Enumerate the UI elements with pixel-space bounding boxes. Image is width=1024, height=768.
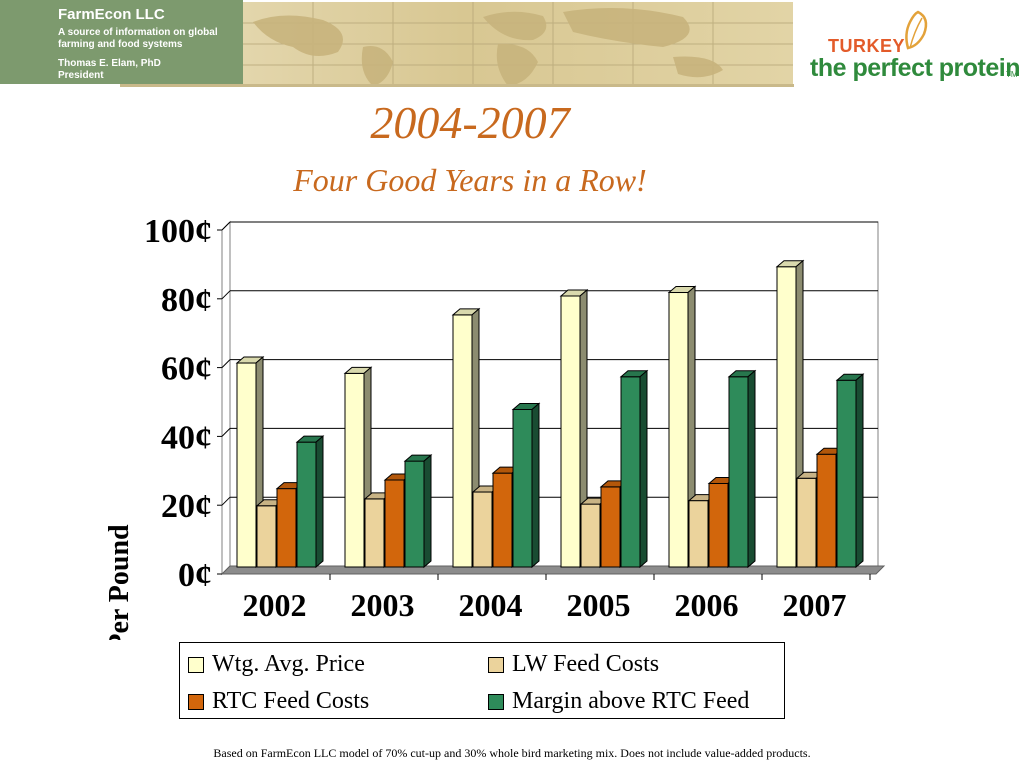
footnote: Based on FarmEcon LLC model of 70% cut-u… [213,746,811,760]
bar-chart: 0¢20¢40¢60¢80¢100¢ 2002 2003 2004 2005 2006 2… [104,213,886,640]
bar-front [816,453,837,568]
bar-side [315,435,324,569]
author-block: Thomas E. Elam, PhD President [58,58,161,82]
bar [619,369,649,569]
legend-label: RTC Feed Costs [212,688,370,714]
bar [727,369,757,569]
header-divider [120,84,794,87]
bar-front [364,498,385,568]
bar-side [423,453,432,569]
gridline-side [221,496,231,506]
legend-swatch [188,693,204,710]
x-tick-label: 2007 [783,587,847,623]
bar-front [236,362,257,568]
legend-label: Wtg. Avg. Price [212,651,365,677]
y-tick-label: 0¢ [178,557,212,594]
bar-side [747,369,756,569]
y-tick-label: 60¢ [161,351,212,388]
bar-front [796,477,817,568]
gridline-side [221,428,231,437]
turkey-leaf-icon [905,10,928,50]
bar-front [512,408,533,568]
bar-front [620,376,641,568]
x-tick-label: 2002 [243,587,307,623]
slide-subtitle: Four Good Years in a Row! [293,162,647,198]
bar [835,373,865,569]
logo-main-text: the perfect protein [810,54,1020,82]
legend-item: Wtg. Avg. Price [188,651,365,678]
legend-swatch [488,656,504,673]
gridline-side [221,359,231,368]
bar-front [600,486,621,568]
legend-swatch [188,656,204,673]
y-axis-ticks: 0¢ 20¢ 40¢ 60¢ 80¢ 100¢ [144,213,222,594]
x-tick-label: 2006 [675,587,739,623]
x-tick-label: 2004 [459,587,523,623]
bar-front [296,441,317,568]
bar [295,435,325,569]
logo-trademark: TM [1006,70,1018,79]
bar-front [728,376,749,568]
company-tagline: A source of information on global farmin… [58,27,218,50]
world-map-banner [243,2,793,86]
y-tick-label: 100¢ [144,213,212,250]
y-tick-label: 40¢ [161,419,212,456]
header-company-panel: FarmEcon LLC A source of information on … [0,0,243,84]
bar-front [776,266,797,568]
bar [667,285,697,569]
slide-title: 2004-2007 [370,97,570,148]
bar-front [836,379,857,568]
gridline-side [221,221,231,231]
turkey-logo: TURKEY the perfect protein TM [808,8,1020,88]
legend-item: Margin above RTC Feed [488,688,749,715]
bar-front [256,505,277,568]
legend-swatch [488,693,504,710]
bar [403,453,433,569]
bar-side [855,373,864,569]
author-name: Thomas E. Elam, PhD [58,58,161,69]
y-axis-label: ¢ Per Pound [104,524,135,640]
chart-legend: Wtg. Avg. Price LW Feed Costs RTC Feed Cos… [179,642,785,719]
x-tick-label: 2005 [567,587,631,623]
legend-label: Margin above RTC Feed [512,688,750,714]
x-axis-ticks: 2002 2003 2004 2005 2006 2007 [243,574,871,623]
bar-front [560,295,581,568]
author-title: President [58,70,104,81]
plot-side-wall [221,220,231,576]
legend-item: LW Feed Costs [488,651,659,678]
bar-front [344,372,365,568]
bar-front [580,503,601,568]
bar-front [708,482,729,568]
bar-side [531,402,540,569]
bar [511,402,541,569]
bar-front [688,500,709,568]
gridlines [221,221,878,506]
logo-turkey-text: TURKEY [828,36,906,56]
y-tick-label: 80¢ [161,282,212,319]
plot-floor [220,565,886,575]
y-tick-label: 20¢ [161,488,212,525]
bar-front [668,292,689,568]
legend-label: LW Feed Costs [512,651,660,677]
bar-side [639,369,648,569]
bar-front [404,460,425,568]
x-tick-label: 2003 [351,587,415,623]
gridline-side [221,290,231,300]
bar-front [472,491,493,568]
bar-series [235,259,865,569]
bar-front [276,488,297,568]
bar-front [452,314,473,568]
bar-front [492,472,513,568]
bar-front [384,479,405,568]
legend-item: RTC Feed Costs [188,688,369,715]
company-name: FarmEcon LLC [58,6,165,23]
world-map-image [243,2,793,86]
